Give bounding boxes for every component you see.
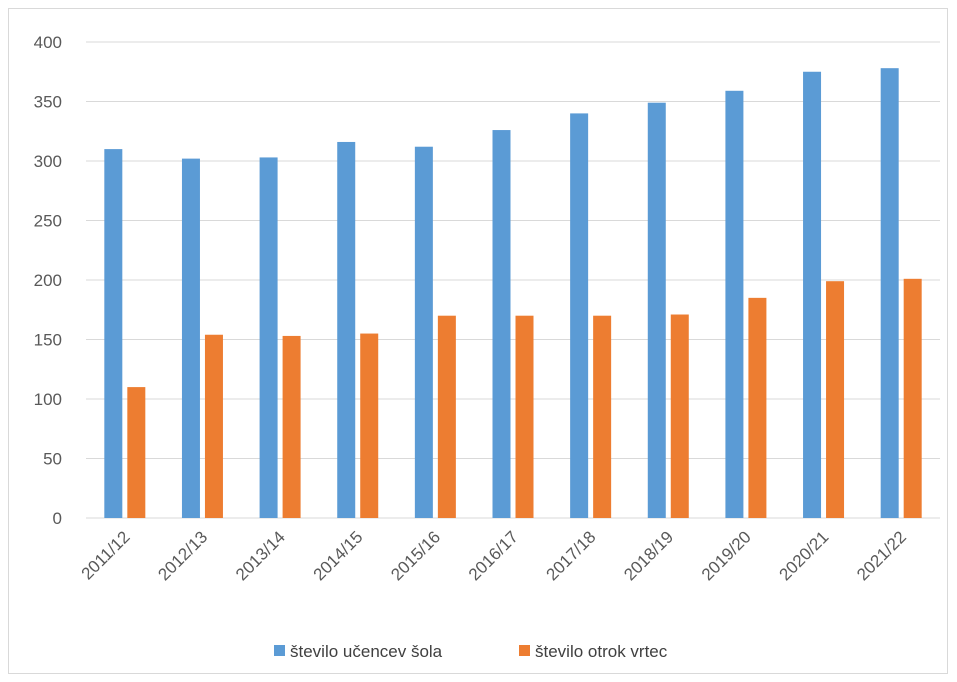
x-tick-label: 2020/21 — [775, 527, 832, 584]
bar-school — [259, 157, 278, 518]
y-tick-label: 200 — [34, 271, 62, 290]
y-tick-label: 150 — [34, 331, 62, 350]
x-tick-label: 2018/19 — [620, 527, 677, 584]
bar-kindergarten — [204, 334, 223, 518]
bar-school — [104, 149, 123, 518]
legend: število učencev šola število otrok vrtec — [274, 642, 668, 661]
bar-school — [725, 90, 744, 518]
y-tick-label: 400 — [34, 33, 62, 52]
x-tick-label: 2015/16 — [387, 527, 444, 584]
x-tick-label: 2019/20 — [698, 527, 755, 584]
x-tick-label: 2011/12 — [78, 527, 134, 583]
chart-frame — [8, 8, 948, 674]
x-axis-ticks: 2011/12 2012/13 2013/14 2014/15 2015/16 2016/… — [78, 527, 910, 584]
y-tick-label: 350 — [34, 93, 62, 112]
bar-school — [492, 130, 511, 518]
x-tick-label: 2014/15 — [310, 527, 367, 584]
bar-school — [803, 71, 822, 518]
x-tick-label: 2016/17 — [465, 527, 522, 584]
bar-school — [414, 146, 433, 518]
legend-label: število otrok vrtec — [535, 642, 668, 661]
x-tick-label: 2021/22 — [853, 527, 910, 584]
bar-kindergarten — [437, 315, 456, 518]
bar-kindergarten — [127, 387, 146, 518]
y-tick-label: 250 — [34, 212, 62, 231]
bar-kindergarten — [360, 333, 379, 518]
bar-school — [337, 141, 356, 518]
bars — [104, 68, 922, 519]
bar-school — [181, 158, 200, 518]
bar-school — [647, 102, 666, 518]
y-tick-label: 300 — [34, 152, 62, 171]
y-tick-label: 100 — [34, 390, 62, 409]
legend-swatch — [519, 645, 530, 656]
bar-kindergarten — [903, 278, 922, 518]
legend-item-school: število učencev šola — [274, 642, 443, 661]
legend-swatch — [274, 645, 285, 656]
bar-kindergarten — [826, 281, 845, 518]
bar-kindergarten — [593, 315, 612, 518]
x-tick-label: 2013/14 — [232, 527, 289, 584]
gridlines — [86, 41, 940, 519]
x-tick-label: 2017/18 — [543, 527, 600, 584]
legend-label: število učencev šola — [290, 642, 443, 661]
bar-school — [570, 113, 589, 519]
y-tick-label: 50 — [43, 450, 62, 469]
bar-kindergarten — [282, 335, 301, 518]
bar-kindergarten — [515, 315, 534, 518]
bar-school — [880, 68, 899, 519]
bar-kindergarten — [670, 314, 689, 518]
y-axis-ticks: 0 50 100 150 200 250 300 350 400 — [34, 33, 62, 528]
y-tick-label: 0 — [53, 509, 62, 528]
x-tick-label: 2012/13 — [154, 527, 211, 584]
bar-kindergarten — [748, 297, 767, 518]
legend-item-kindergarten: število otrok vrtec — [519, 642, 668, 661]
